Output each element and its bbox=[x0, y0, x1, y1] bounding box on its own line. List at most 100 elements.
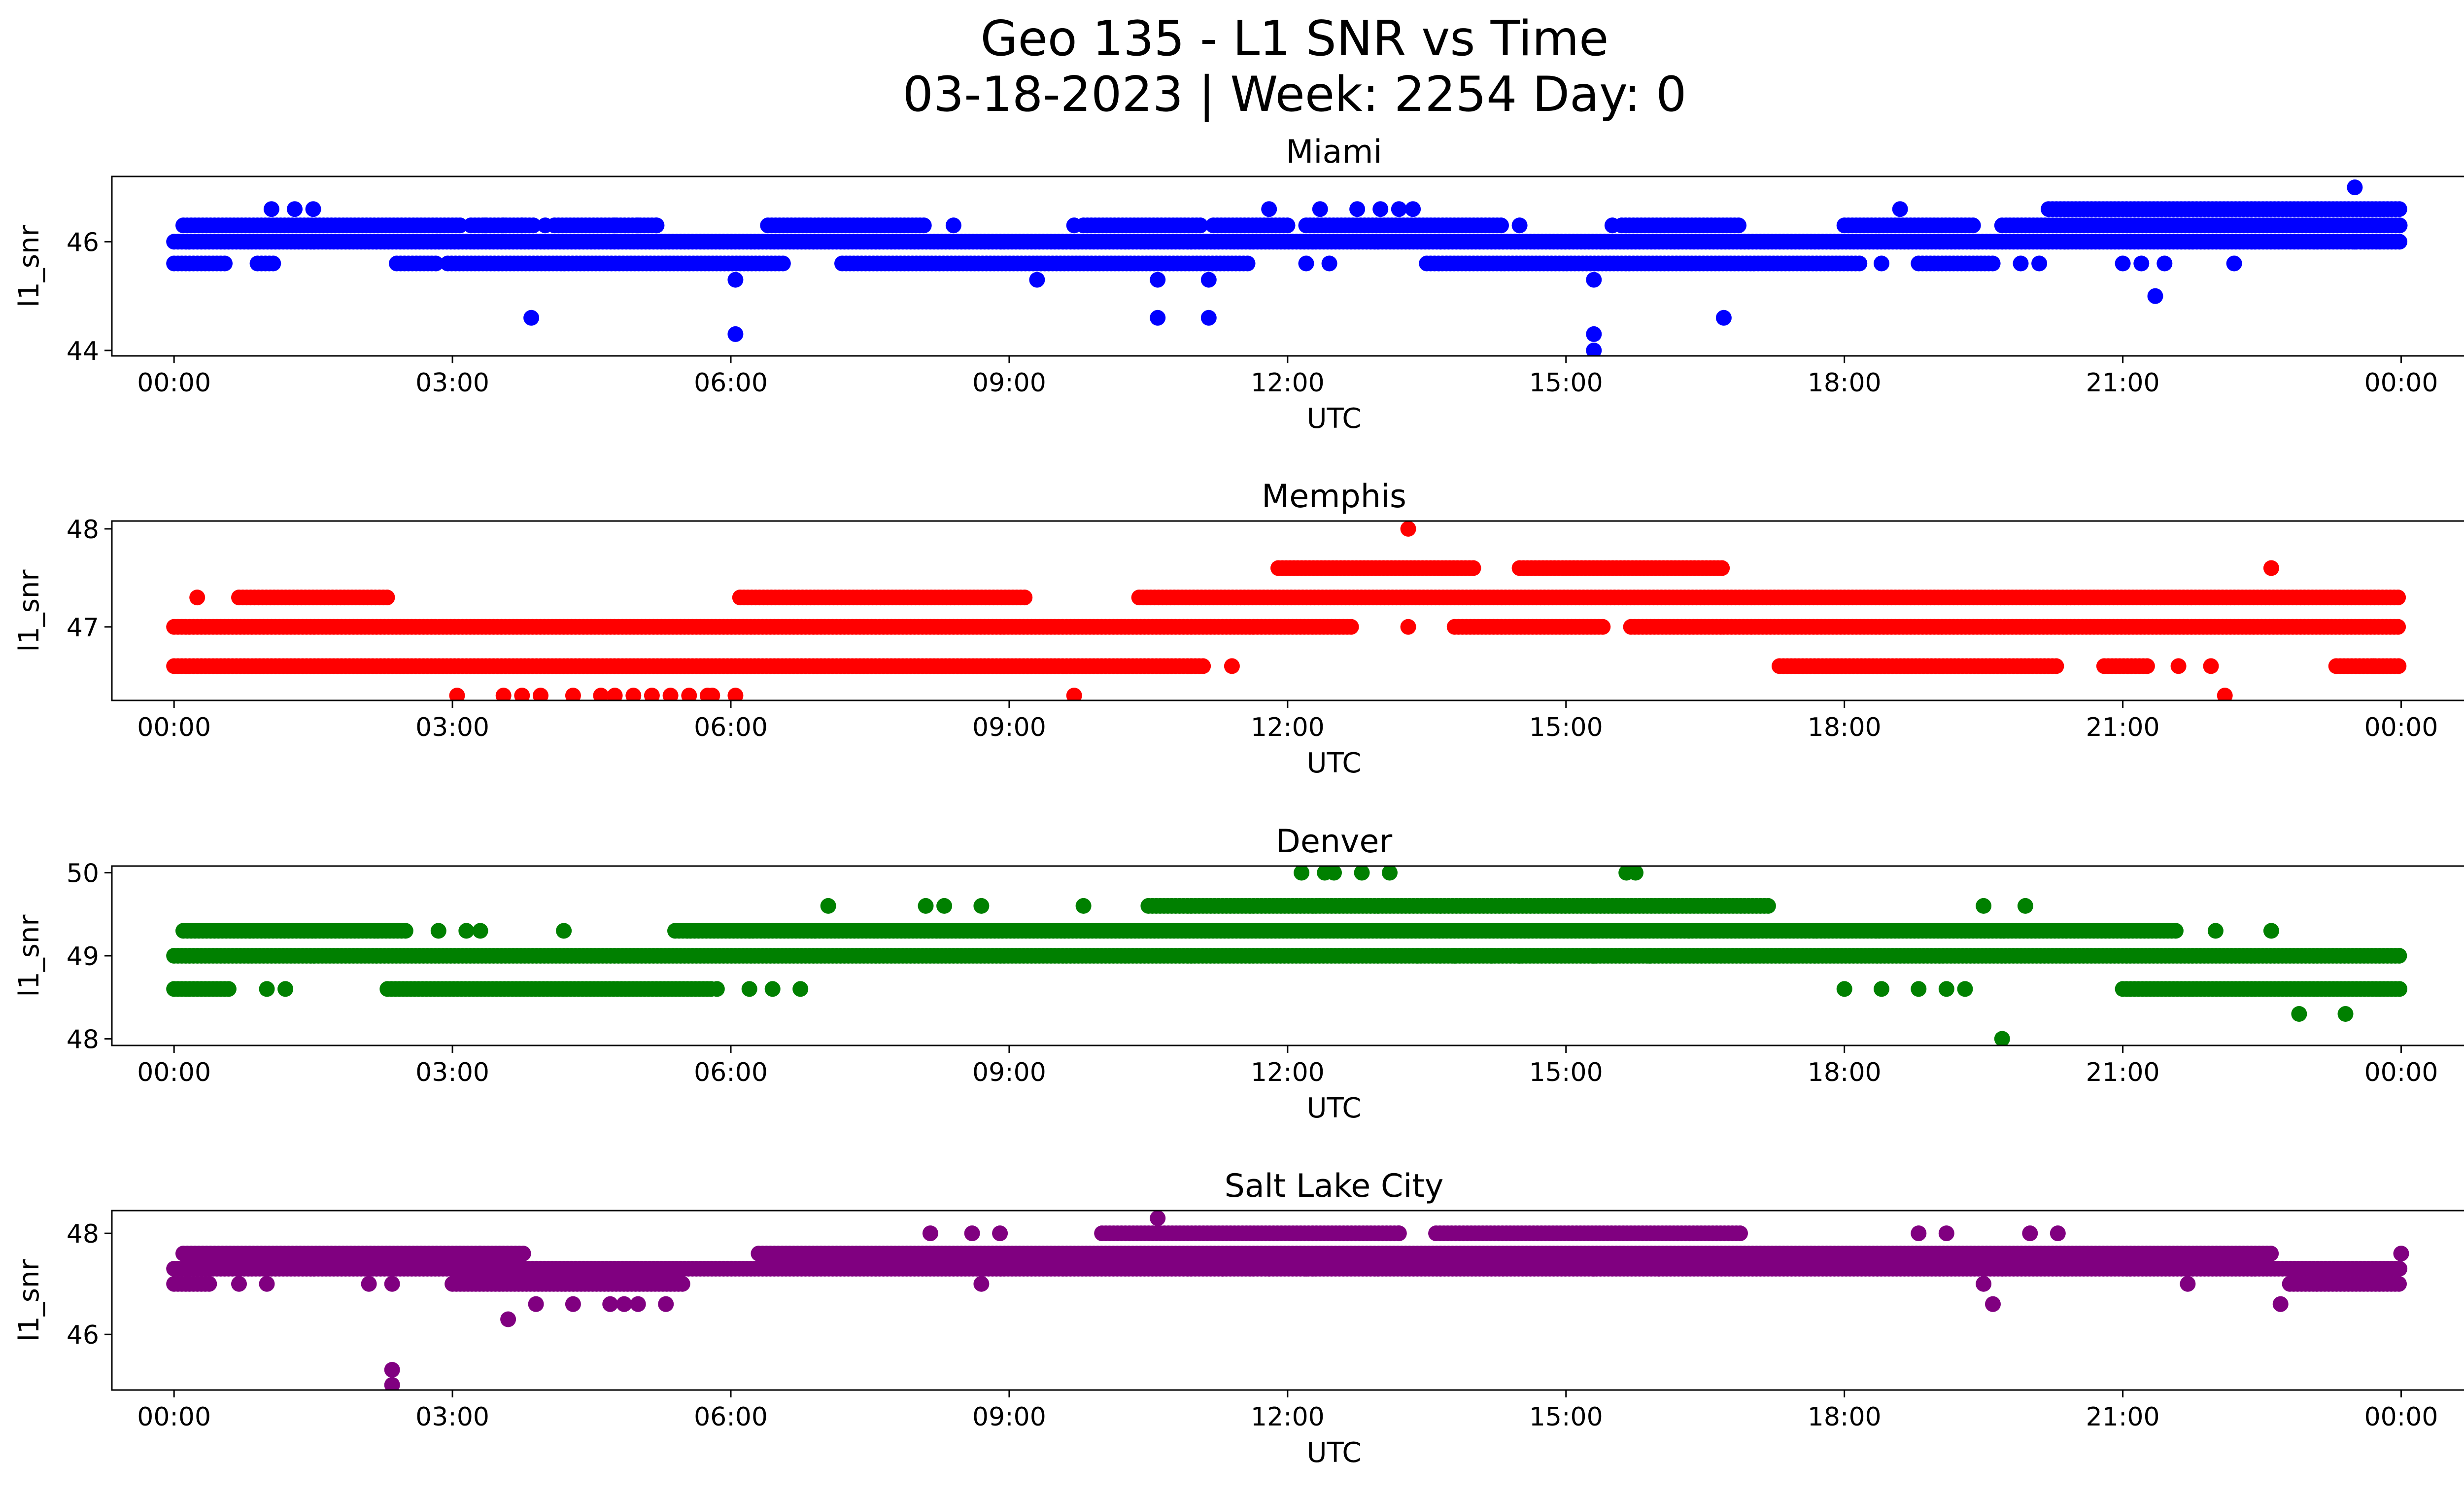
x-tick-label: 18:00 bbox=[1808, 713, 1882, 742]
x-tick-label: 00:00 bbox=[2364, 713, 2438, 742]
x-tick-label: 06:00 bbox=[694, 1058, 768, 1087]
scatter-points bbox=[166, 179, 2408, 356]
data-point bbox=[1321, 255, 1337, 272]
data-point bbox=[1484, 948, 1500, 964]
data-point bbox=[1938, 981, 1954, 997]
data-point bbox=[1066, 688, 1082, 700]
data-point bbox=[2139, 658, 2155, 674]
data-point bbox=[265, 255, 281, 272]
data-point bbox=[514, 217, 530, 234]
data-point bbox=[2337, 1006, 2354, 1022]
data-point bbox=[1511, 948, 1528, 964]
data-point bbox=[287, 201, 303, 217]
data-point bbox=[1595, 619, 1611, 635]
data-point bbox=[2156, 255, 2173, 272]
x-tick-label: 12:00 bbox=[1251, 368, 1325, 398]
data-point bbox=[1994, 1031, 2010, 1045]
x-tick-label: 00:00 bbox=[137, 368, 211, 398]
data-point bbox=[741, 981, 757, 997]
data-point bbox=[1985, 255, 2001, 272]
subplot-title: Salt Lake City bbox=[1225, 1168, 1444, 1205]
x-tick-label: 18:00 bbox=[1808, 1058, 1882, 1087]
data-point bbox=[1372, 201, 1389, 217]
data-point bbox=[263, 201, 279, 217]
data-point bbox=[1400, 521, 1416, 537]
data-point bbox=[1642, 948, 1658, 964]
data-point bbox=[764, 981, 781, 997]
data-point bbox=[607, 217, 623, 234]
data-point bbox=[1586, 326, 1602, 342]
data-point bbox=[630, 217, 646, 234]
data-point bbox=[1586, 272, 1602, 288]
data-point bbox=[1493, 217, 1509, 234]
data-point bbox=[1965, 217, 1981, 234]
data-point bbox=[936, 898, 953, 914]
data-point bbox=[820, 898, 836, 914]
x-tick-label: 09:00 bbox=[972, 1058, 1046, 1087]
data-point bbox=[305, 201, 321, 217]
data-point bbox=[1586, 343, 1602, 356]
x-tick-label: 00:00 bbox=[2364, 1058, 2438, 1087]
data-point bbox=[2048, 658, 2064, 674]
data-point bbox=[1298, 255, 1314, 272]
data-point bbox=[2203, 658, 2219, 674]
data-point bbox=[495, 217, 512, 234]
data-point bbox=[2365, 658, 2381, 674]
data-point bbox=[533, 688, 548, 700]
data-point bbox=[379, 590, 395, 606]
data-point bbox=[1715, 310, 1732, 326]
data-point bbox=[495, 688, 512, 700]
data-point bbox=[1195, 658, 1211, 674]
data-point bbox=[1836, 981, 1852, 997]
data-point bbox=[644, 688, 660, 700]
subplot-title: Memphis bbox=[1262, 478, 1406, 515]
x-tick-label: 00:00 bbox=[137, 713, 211, 742]
x-tick-label: 15:00 bbox=[1529, 368, 1603, 398]
data-point bbox=[727, 272, 744, 288]
data-point bbox=[220, 981, 237, 997]
y-tick-label: 50 bbox=[67, 859, 99, 888]
y-tick-label: 49 bbox=[67, 942, 99, 972]
data-point bbox=[2392, 981, 2408, 997]
data-point bbox=[2392, 217, 2408, 234]
data-point bbox=[1957, 981, 1973, 997]
data-point bbox=[2390, 619, 2406, 635]
data-point bbox=[709, 981, 725, 997]
data-point bbox=[1400, 619, 1416, 635]
data-point bbox=[1760, 898, 1776, 914]
x-tick-label: 09:00 bbox=[972, 368, 1046, 398]
data-point bbox=[1017, 590, 1033, 606]
plot-frame bbox=[111, 175, 2464, 357]
data-point bbox=[2291, 1006, 2307, 1022]
data-point bbox=[945, 217, 961, 234]
data-point bbox=[1409, 948, 1426, 964]
data-point bbox=[477, 217, 493, 234]
data-point bbox=[2391, 201, 2407, 217]
data-point bbox=[1604, 217, 1620, 234]
data-point bbox=[1200, 310, 1217, 326]
x-tick-label: 06:00 bbox=[694, 368, 768, 398]
data-point bbox=[458, 923, 475, 939]
y-tick-label: 46 bbox=[67, 228, 99, 257]
x-tick-label: 00:00 bbox=[137, 1058, 211, 1087]
x-tick-label: 06:00 bbox=[694, 713, 768, 742]
data-point bbox=[2031, 255, 2048, 272]
data-point bbox=[1066, 217, 1082, 234]
data-point bbox=[916, 217, 932, 234]
data-point bbox=[452, 217, 468, 234]
subplot-title: Denver bbox=[1276, 823, 1393, 860]
data-point bbox=[704, 688, 720, 700]
data-point bbox=[1326, 866, 1342, 881]
data-point bbox=[2347, 179, 2363, 196]
data-point bbox=[681, 688, 697, 700]
scatter-points bbox=[166, 866, 2408, 1045]
data-point bbox=[2392, 234, 2408, 250]
data-point bbox=[1261, 201, 1277, 217]
data-point bbox=[189, 590, 205, 606]
data-point bbox=[525, 217, 542, 234]
data-point bbox=[2391, 658, 2407, 674]
